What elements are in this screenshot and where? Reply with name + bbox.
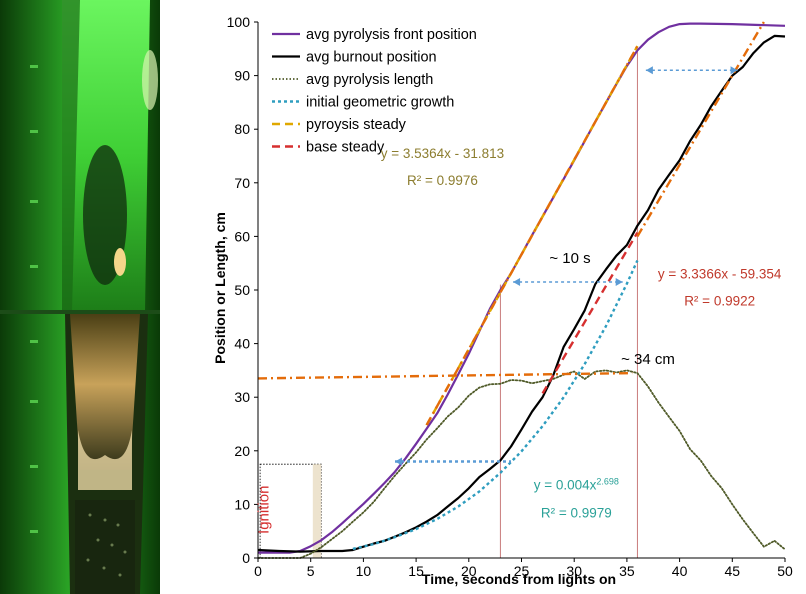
x-tick-label: 20 [461,563,477,579]
x-tick-label: 40 [672,563,688,579]
arrow-head-right-1 [615,277,623,286]
series-line-base-steady [541,231,639,395]
axes-layer: 0 5 10 15 20 25 30 35 40 45 50 0 10 20 30 40 50 60 70 80 90 1… [227,14,793,579]
series-layer [257,21,786,559]
x-tick-label: 15 [408,563,424,579]
x-tick-label: 0 [254,563,262,579]
arrow-head-left-2 [645,66,653,75]
legend-label-pyroysis-steady: pyroysis steady [306,117,407,133]
legend-label-avg-pyrolysis-front-position: avg pyrolysis front position [306,27,477,43]
legend-label-avg-burnout-position: avg burnout position [306,50,437,66]
y-axis-title: Position or Length, cm [212,212,228,364]
y-tick-label: 10 [234,496,250,512]
series-line-initial-geometric-growth [352,260,639,551]
y-tick-label: 80 [234,121,250,137]
x-tick-label: 25 [514,563,530,579]
arrow-layer [395,66,738,466]
annotation-9: Ignition [256,486,273,534]
x-tick-label: 35 [619,563,635,579]
annotation-3: ~ 10 s [549,250,590,267]
x-tick-label: 5 [307,563,315,579]
y-tick-label: 50 [234,282,250,298]
series-line-avg-pyrolysis-length [257,369,786,559]
x-tick-label: 10 [356,563,372,579]
series-line-avg-burnout-position [257,34,786,553]
annotation-1: y = 3.5364x - 31.813 [381,146,504,161]
series-line-helper-8 [257,371,633,380]
x-tick-label: 30 [566,563,582,579]
annotation-4: y = 3.3366x - 59.354 [658,267,782,282]
arrow-head-left-3 [395,457,403,466]
y-tick-label: 0 [242,550,250,566]
x-tick-label: 45 [725,563,741,579]
series-line-helper-7 [636,21,765,238]
legend-label-initial-geometric-growth: initial geometric growth [306,95,454,111]
y-tick-label: 70 [234,175,250,191]
legend-label-base-steady: base steady [306,140,385,156]
y-tick-label: 90 [234,68,250,84]
y-tick-label: 30 [234,389,250,405]
flame-spread-photo [0,0,160,594]
annotation-2: R² = 0.9976 [407,173,478,188]
legend-label-avg-pyrolysis-length: avg pyrolysis length [306,72,433,88]
y-tick-label: 100 [227,14,251,30]
y-tick-label: 40 [234,336,250,352]
arrow-head-right-2 [730,66,738,75]
ignition-band [312,464,322,558]
y-tick-label: 60 [234,228,250,244]
series-line-pyroysis-steady [425,45,639,426]
annotation-7: y = 0.004x2.698 [534,476,619,492]
legend-layer: avg pyrolysis front position avg burnout … [272,27,477,156]
x-tick-label: 50 [777,563,793,579]
annotation-layer: y = 3.5364x - 31.813 R² = 0.9976 ~ 10 s y =… [256,146,782,534]
reference-layer [259,48,638,559]
series-line-avg-pyrolysis-front-position [258,22,786,554]
series-line-helper-6 [425,45,639,426]
y-tick-label: 20 [234,443,250,459]
annotation-5: R² = 0.9922 [684,294,755,309]
annotation-8: R² = 0.9979 [541,505,612,520]
arrow-head-left-1 [513,277,521,286]
annotation-6: ~ 34 cm [621,351,675,368]
x-axis-title: Time, seconds from lights on [422,571,616,587]
